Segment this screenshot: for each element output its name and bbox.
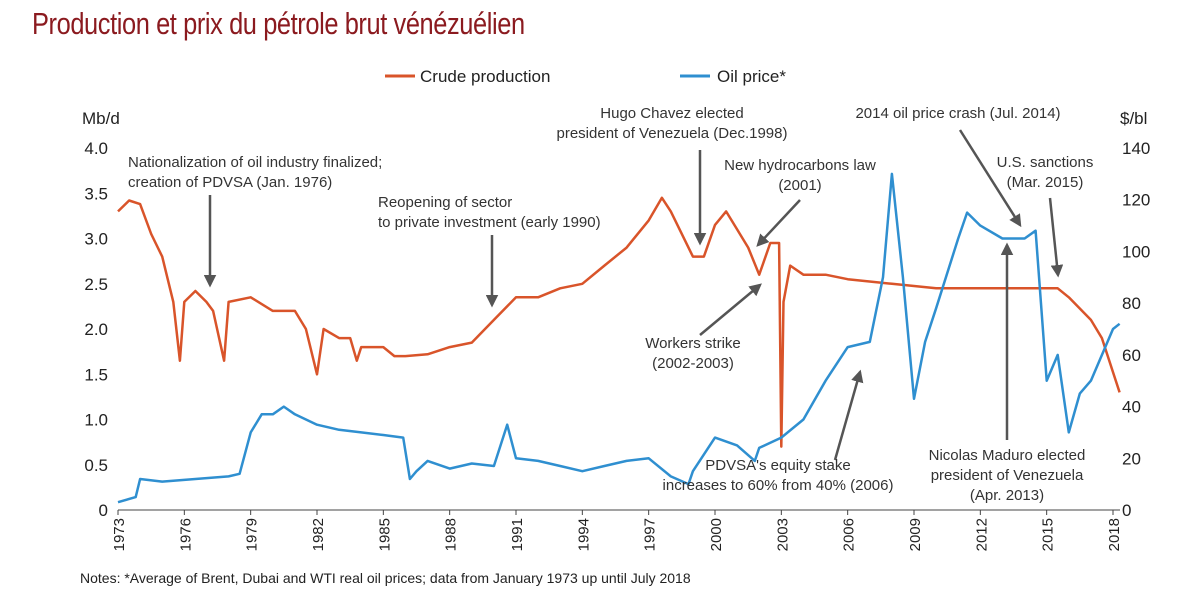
x-tick-label: 2012 xyxy=(973,518,990,551)
x-tick-label: 1997 xyxy=(642,518,659,551)
annotation-text: 2014 oil price crash (Jul. 2014) xyxy=(855,105,1060,122)
annotation-text: Nationalization of oil industry finalize… xyxy=(128,154,382,171)
x-tick-label: 1973 xyxy=(111,518,128,551)
annotation-text: (2001) xyxy=(778,177,821,194)
annotation-text: Workers strike xyxy=(645,335,741,352)
y-left-tick-label: 2.5 xyxy=(84,275,108,294)
legend-label: Oil price* xyxy=(717,67,786,86)
y-left-tick-label: 0.5 xyxy=(84,456,108,475)
annotation-text: U.S. sanctions xyxy=(997,154,1094,171)
x-tick-label: 2009 xyxy=(907,518,924,551)
series-line-oil-price- xyxy=(117,172,1121,504)
x-tick-label: 1979 xyxy=(244,518,261,551)
annotation-text: president of Venezuela xyxy=(931,467,1084,484)
y-left-tick-label: 3.5 xyxy=(84,184,108,203)
x-tick-label: 1976 xyxy=(177,518,194,551)
y-right-axis-label: $/bl xyxy=(1120,109,1147,128)
page-title: Production et prix du pétrole brut vénéz… xyxy=(32,6,525,41)
x-tick-label: 1988 xyxy=(443,518,460,551)
y-left-tick-label: 4.0 xyxy=(84,139,108,158)
annotation-arrow xyxy=(833,369,864,461)
series-line-crude-production xyxy=(117,196,1121,448)
annotation-text: to private investment (early 1990) xyxy=(378,214,601,231)
annotation-text: PDVSA's equity stake xyxy=(705,457,850,474)
x-tick-label: 1994 xyxy=(575,518,592,551)
x-tick-label: 2015 xyxy=(1040,518,1057,551)
annotation-text: increases to 60% from 40% (2006) xyxy=(663,477,894,494)
y-right-tick-label: 140 xyxy=(1122,139,1150,158)
annotation-text: Hugo Chavez elected xyxy=(600,105,743,122)
annotation-text: Nicolas Maduro elected xyxy=(929,447,1086,464)
y-left-tick-label: 1.0 xyxy=(84,411,108,430)
annotation-text: president of Venezuela (Dec.1998) xyxy=(557,125,788,142)
x-tick-label: 1982 xyxy=(310,518,327,551)
y-right-tick-label: 20 xyxy=(1122,449,1141,468)
y-right-tick-label: 120 xyxy=(1122,191,1150,210)
y-left-tick-label: 0 xyxy=(99,501,108,520)
y-left-axis-label: Mb/d xyxy=(82,109,120,128)
x-tick-label: 1985 xyxy=(376,518,393,551)
annotation-text: (Apr. 2013) xyxy=(970,487,1044,504)
annotation-arrow xyxy=(756,199,801,247)
annotation-text: (Mar. 2015) xyxy=(1007,174,1084,191)
x-tick-label: 2000 xyxy=(708,518,725,551)
x-tick-label: 2006 xyxy=(841,518,858,551)
y-right-tick-label: 100 xyxy=(1122,242,1150,261)
legend-label: Crude production xyxy=(420,67,550,86)
y-right-tick-label: 80 xyxy=(1122,294,1141,313)
y-left-tick-label: 2.0 xyxy=(84,320,108,339)
y-right-tick-label: 40 xyxy=(1122,398,1141,417)
y-right-tick-label: 0 xyxy=(1122,501,1131,520)
annotation-text: (2002-2003) xyxy=(652,355,734,372)
y-left-tick-label: 1.5 xyxy=(84,365,108,384)
x-tick-label: 2003 xyxy=(774,518,791,551)
x-tick-label: 2018 xyxy=(1106,518,1123,551)
annotation-arrow xyxy=(699,283,762,336)
annotation-text: creation of PDVSA (Jan. 1976) xyxy=(128,174,332,191)
chart-notes: Notes: *Average of Brent, Dubai and WTI … xyxy=(80,570,691,586)
annotation-text: Reopening of sector xyxy=(378,194,512,211)
y-left-tick-label: 3.0 xyxy=(84,230,108,249)
x-tick-label: 1991 xyxy=(509,518,526,551)
annotation-text: New hydrocarbons law xyxy=(724,157,876,174)
annotation-arrow xyxy=(1048,197,1064,278)
annotation-arrow xyxy=(958,129,1022,228)
y-right-tick-label: 60 xyxy=(1122,346,1141,365)
